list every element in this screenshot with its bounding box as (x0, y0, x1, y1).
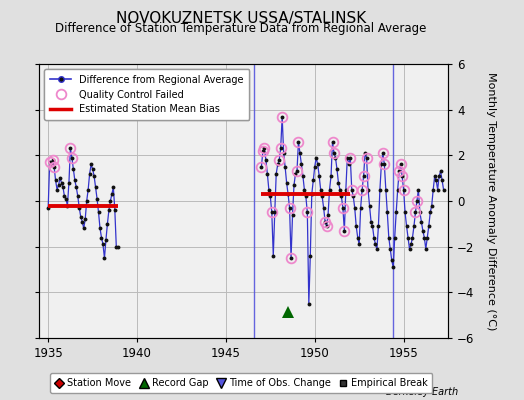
Text: Berkeley Earth: Berkeley Earth (386, 387, 458, 397)
Legend: Difference from Regional Average, Quality Control Failed, Estimated Station Mean: Difference from Regional Average, Qualit… (44, 69, 249, 120)
Y-axis label: Monthly Temperature Anomaly Difference (°C): Monthly Temperature Anomaly Difference (… (486, 72, 496, 330)
Text: Difference of Station Temperature Data from Regional Average: Difference of Station Temperature Data f… (56, 22, 427, 35)
Text: NOVOKUZNETSK USSA/STALINSK: NOVOKUZNETSK USSA/STALINSK (116, 11, 366, 26)
Legend: Station Move, Record Gap, Time of Obs. Change, Empirical Break: Station Move, Record Gap, Time of Obs. C… (50, 374, 432, 393)
